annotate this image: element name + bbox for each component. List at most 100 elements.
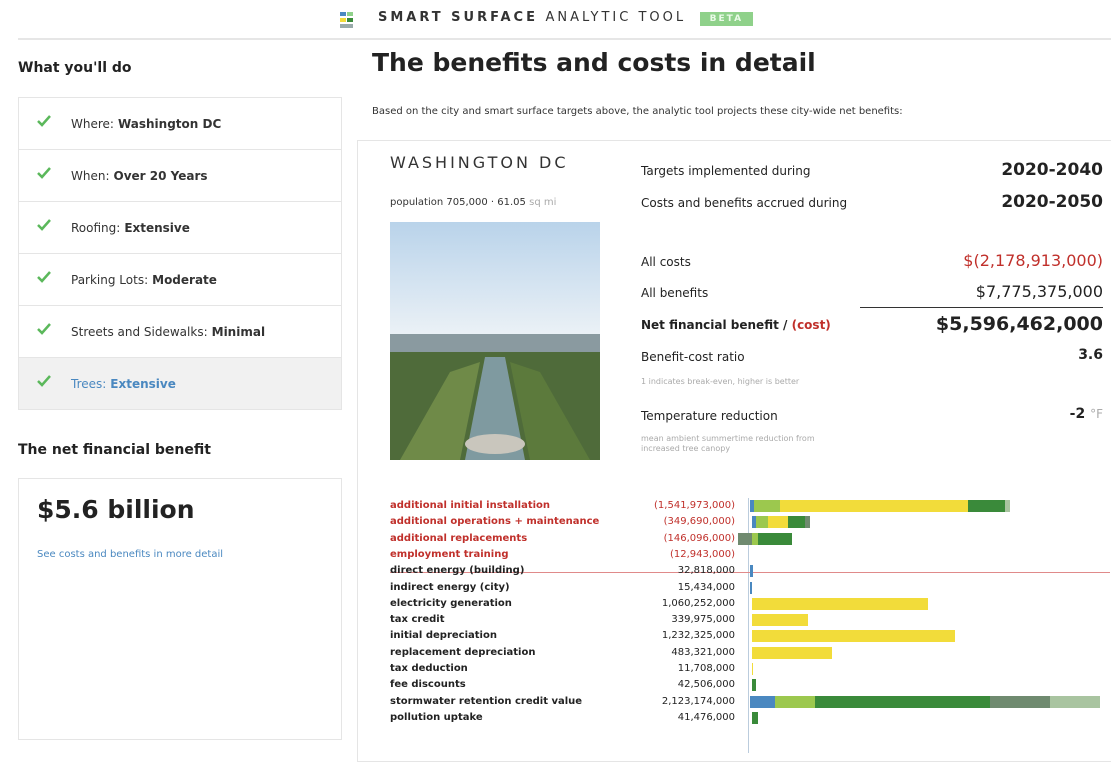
bar-segment	[752, 614, 808, 627]
row-label: stormwater retention credit value	[390, 695, 583, 707]
row-amount: 483,321,000	[671, 646, 735, 658]
bar-segment	[752, 516, 756, 529]
row-label: fee discounts	[390, 679, 466, 691]
row-label: tax deduction	[390, 663, 468, 674]
bar-segment	[775, 695, 815, 708]
step-label: When:	[71, 168, 110, 183]
ratio-label: Benefit-cost ratio	[641, 350, 745, 364]
logo	[340, 12, 360, 32]
beta-badge: BETA	[699, 12, 754, 26]
bar-segment	[1050, 695, 1100, 708]
step-value: Over 20 Years	[113, 168, 208, 183]
ratio-value: 3.6	[1078, 347, 1103, 363]
city: WASHINGTON DC	[390, 153, 569, 172]
bar-segment	[754, 500, 780, 512]
benefits-value: $7,775,375,000	[975, 282, 1103, 301]
row-amount: 32,818,000	[677, 565, 735, 577]
detail-link[interactable]: See costs and benefits in more detail	[37, 549, 224, 560]
step-value: Minimal	[211, 324, 266, 339]
row-label: indirect energy (city)	[390, 581, 510, 593]
row-label: additional replacements	[390, 532, 528, 544]
step-item[interactable]: Roofing: Extensive	[19, 202, 341, 254]
step-label: Where:	[71, 116, 114, 131]
bar-segment	[768, 516, 788, 529]
step-label: Roofing:	[71, 220, 121, 235]
temp-number: -2	[1069, 406, 1086, 422]
temp-value: -2 °F	[1070, 406, 1103, 422]
population: population 705,000 · 61.05 sq mi	[390, 197, 556, 208]
main-title: The benefits and costs in detail	[372, 48, 816, 77]
row-label: additional initial installation	[390, 500, 551, 511]
bar-segment	[990, 695, 1050, 708]
row-label: direct energy (building)	[390, 565, 525, 577]
steps-list: Where: Washington DC When: Over 20 Years Roo…	[18, 97, 342, 410]
header-rule	[18, 38, 1111, 40]
benefits-label: All benefits	[641, 286, 709, 300]
targets-value: 2020-2040	[1001, 160, 1103, 180]
app-title: SMART SURFACE ANALYTIC TOOL BETA	[378, 10, 754, 26]
check-icon	[37, 323, 51, 335]
sum-rule	[860, 307, 1103, 308]
bar-segment	[1005, 500, 1010, 512]
row-amount: 339,975,000	[671, 614, 735, 626]
population-unit: sq mi	[529, 197, 557, 208]
bar-segment	[815, 695, 990, 708]
zero-line	[748, 498, 749, 753]
title-light: ANALYTIC TOOL	[545, 10, 687, 25]
bar-segment	[750, 500, 754, 512]
row-amount: 41,476,000	[677, 711, 735, 723]
accrued-label: Costs and benefits accrued during	[641, 196, 848, 210]
bar-segment	[968, 500, 1005, 512]
row-label: employment training	[390, 548, 509, 560]
row-label: initial depreciation	[390, 630, 497, 642]
step-label: Parking Lots:	[71, 272, 149, 287]
net-heading: The net financial benefit	[18, 442, 211, 458]
bar-segment	[750, 581, 752, 594]
step-label: Trees:	[71, 376, 107, 391]
bar-segment	[788, 516, 805, 529]
row-amount: 2,123,174,000	[661, 695, 735, 707]
bar-segment	[752, 532, 758, 545]
net-label-cost: (cost)	[791, 318, 831, 332]
row-amount: 15,434,000	[677, 581, 735, 593]
check-icon	[37, 219, 51, 231]
accrued-value: 2020-2050	[1001, 192, 1103, 212]
row-amount: (1,541,973,000)	[654, 500, 735, 511]
bar-segment	[752, 646, 832, 659]
row-amount: 11,708,000	[677, 663, 735, 674]
net-label: Net financial benefit / (cost)	[641, 318, 831, 332]
step-item[interactable]: When: Over 20 Years	[19, 150, 341, 202]
step-item[interactable]: Trees: Extensive	[19, 358, 341, 409]
logo-icon	[340, 12, 353, 28]
bar-segment	[750, 695, 775, 708]
costs-value: $(2,178,913,000)	[963, 251, 1103, 270]
bar-segment	[750, 565, 753, 578]
net-box: $5.6 billion See costs and benefits in m…	[18, 478, 342, 740]
bar-segment	[756, 516, 768, 529]
temp-label: Temperature reduction	[641, 409, 778, 423]
ratio-note: 1 indicates break-even, higher is better	[641, 377, 800, 386]
step-value: Extensive	[110, 376, 176, 391]
bar-segment	[805, 516, 810, 529]
row-amount: (146,096,000)	[663, 532, 735, 544]
step-item[interactable]: Parking Lots: Moderate	[19, 254, 341, 306]
city-photo	[390, 222, 600, 460]
bar-segment	[752, 597, 928, 610]
costs-label: All costs	[641, 255, 691, 269]
temp-note: mean ambient summertime reduction from i…	[641, 434, 815, 453]
step-value: Extensive	[124, 220, 190, 235]
row-label: replacement depreciation	[390, 646, 536, 658]
bar-segment	[758, 532, 792, 545]
row-label: tax credit	[390, 614, 445, 626]
row-amount: 1,232,325,000	[661, 630, 735, 642]
targets-label: Targets implemented during	[641, 164, 811, 178]
bar-segment	[752, 679, 756, 692]
temp-unit: °F	[1090, 407, 1103, 421]
step-item[interactable]: Where: Washington DC	[19, 98, 341, 150]
bar-segment	[752, 711, 758, 724]
bar-segment	[780, 500, 968, 512]
row-label: additional operations + maintenance	[390, 516, 600, 528]
bar-segment	[752, 630, 955, 643]
step-item[interactable]: Streets and Sidewalks: Minimal	[19, 306, 341, 358]
